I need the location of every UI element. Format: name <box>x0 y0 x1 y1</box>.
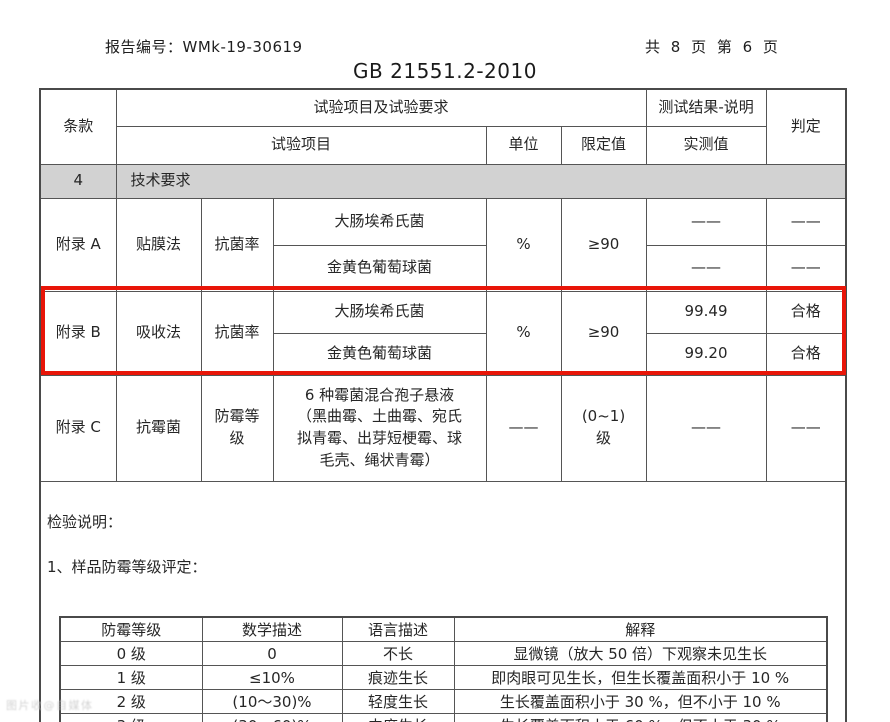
grade-verbal: 痕迹生长 <box>341 665 455 691</box>
notes-cell: 检验说明： 1、样品防霉等级评定： 防霉等级 数学描述 语言描述 解释 0 级 … <box>39 480 847 722</box>
appendix-c-method: 抗霉菌 <box>115 374 202 482</box>
appendix-b-clause: 附录 B <box>39 290 117 376</box>
header-measured: 实测值 <box>645 125 767 165</box>
header-clause: 条款 <box>39 88 117 165</box>
appendix-a-judgment-2: —— <box>765 244 847 292</box>
grade-level: 1 级 <box>59 665 203 691</box>
appendix-a-organism-1: 大肠埃希氏菌 <box>272 197 487 246</box>
grade-header-verbal: 语言描述 <box>341 616 455 643</box>
section-title: 技术要求 <box>115 163 847 199</box>
header-test-group: 试验项目及试验要求 <box>115 88 647 127</box>
grade-explanation: 生长覆盖面积小于 30 %，但不小于 10 % <box>453 689 828 715</box>
appendix-b-organism-2: 金黄色葡萄球菌 <box>272 332 487 376</box>
appendix-a-judgment-1: —— <box>765 197 847 246</box>
appendix-a-unit: % <box>485 197 562 292</box>
grade-explanation: 生长覆盖面积小于 60 %，但不小于 30 % <box>453 713 828 722</box>
grade-row: 1 级 ≤10% 痕迹生长 即肉眼可见生长，但生长覆盖面积小于 10 % <box>59 665 828 691</box>
appendix-b-limit: ≥90 <box>560 290 647 376</box>
appendix-b-row-1: 附录 B 吸收法 抗菌率 大肠埃希氏菌 % ≥90 99.49 合格 <box>39 290 847 376</box>
appendix-c-measured: —— <box>645 374 767 482</box>
appendix-a-measured-1: —— <box>645 197 767 246</box>
grade-row: 3 级 (30～60)% 中度生长 生长覆盖面积小于 60 %，但不小于 30 … <box>59 713 828 722</box>
grade-verbal: 不长 <box>341 641 455 667</box>
grade-math: (10～30)% <box>201 689 343 715</box>
grade-row: 0 级 0 不长 显微镜（放大 50 倍）下观察未见生长 <box>59 641 828 667</box>
grade-row: 2 级 (10～30)% 轻度生长 生长覆盖面积小于 30 %，但不小于 10 … <box>59 689 828 715</box>
grade-explanation: 即肉眼可见生长，但生长覆盖面积小于 10 % <box>453 665 828 691</box>
notes-row: 检验说明： 1、样品防霉等级评定： 防霉等级 数学描述 语言描述 解释 0 级 … <box>39 480 847 722</box>
mold-grade-table: 防霉等级 数学描述 语言描述 解释 0 级 0 不长 显微镜（放大 50 倍）下… <box>59 615 828 722</box>
grade-level: 2 级 <box>59 689 203 715</box>
appendix-b-measured-2: 99.20 <box>645 332 767 376</box>
header-unit: 单位 <box>485 125 562 165</box>
appendix-c-row: 附录 C 抗霉菌 防霉等 级 6 种霉菌混合孢子悬液 （黑曲霉、土曲霉、宛氏 拟… <box>39 374 847 482</box>
appendix-a-method: 贴膜法 <box>115 197 202 292</box>
appendix-a-measured-2: —— <box>645 244 767 292</box>
grade-header-explanation: 解释 <box>453 616 828 643</box>
appendix-b-measured-1: 99.49 <box>645 290 767 334</box>
test-results-table: 条款 试验项目及试验要求 测试结果-说明 判定 试验项目 单位 限定值 实测值 … <box>39 88 848 722</box>
header-test-item: 试验项目 <box>115 125 487 165</box>
appendix-b-judgment-1: 合格 <box>765 290 847 334</box>
appendix-c-organism: 6 种霉菌混合孢子悬液 （黑曲霉、土曲霉、宛氏 拟青霉、出芽短梗霉、球 毛壳、绳… <box>272 374 487 482</box>
appendix-b-organism-1: 大肠埃希氏菌 <box>272 290 487 334</box>
appendix-b-row-2: 金黄色葡萄球菌 99.20 合格 <box>40 332 847 376</box>
appendix-c-unit: —— <box>485 374 562 482</box>
appendix-a-clause: 附录 A <box>39 197 117 292</box>
section-clause: 4 <box>39 163 117 199</box>
grade-header-row: 防霉等级 数学描述 语言描述 解释 <box>59 616 828 643</box>
header-limit: 限定值 <box>560 125 647 165</box>
grade-math: 0 <box>201 641 343 667</box>
notes-item-1: 1、样品防霉等级评定： <box>47 558 207 576</box>
grade-math: (30～60)% <box>201 713 343 722</box>
grade-math: ≤10% <box>201 665 343 691</box>
grade-level: 3 级 <box>59 713 203 722</box>
watermark: 图片收@自媒体 <box>6 699 94 712</box>
appendix-a-metric: 抗菌率 <box>200 197 274 292</box>
appendix-a-row-1: 附录 A 贴膜法 抗菌率 大肠埃希氏菌 % ≥90 —— —— <box>39 197 847 292</box>
grade-level: 0 级 <box>59 641 203 667</box>
notes-title: 检验说明： <box>47 513 123 532</box>
appendix-c-limit: (0~1) 级 <box>560 374 647 482</box>
page-count: 共 8 页 第 6 页 <box>645 38 781 56</box>
section-row: 4 技术要求 <box>39 163 847 199</box>
grade-explanation: 显微镜（放大 50 倍）下观察未见生长 <box>453 641 828 667</box>
report-number: 报告编号：WMk-19-30619 <box>105 38 303 56</box>
appendix-b-judgment-2: 合格 <box>765 332 847 376</box>
appendix-a-row-2: 金黄色葡萄球菌 —— —— <box>40 244 847 292</box>
appendix-b-metric: 抗菌率 <box>200 290 274 376</box>
header-judgment: 判定 <box>765 88 847 165</box>
appendix-b-unit: % <box>485 290 562 376</box>
grade-header-math: 数学描述 <box>201 616 343 643</box>
header-result-group: 测试结果-说明 <box>645 88 767 127</box>
appendix-b-method: 吸收法 <box>115 290 202 376</box>
appendix-a-limit: ≥90 <box>560 197 647 292</box>
grade-header-level: 防霉等级 <box>59 616 203 643</box>
appendix-c-clause: 附录 C <box>39 374 117 482</box>
appendix-c-metric: 防霉等 级 <box>200 374 274 482</box>
standard-title: GB 21551.2-2010 <box>353 59 537 83</box>
appendix-a-organism-2: 金黄色葡萄球菌 <box>272 244 487 292</box>
grade-verbal: 轻度生长 <box>341 689 455 715</box>
grade-verbal: 中度生长 <box>341 713 455 722</box>
appendix-c-judgment: —— <box>765 374 847 482</box>
